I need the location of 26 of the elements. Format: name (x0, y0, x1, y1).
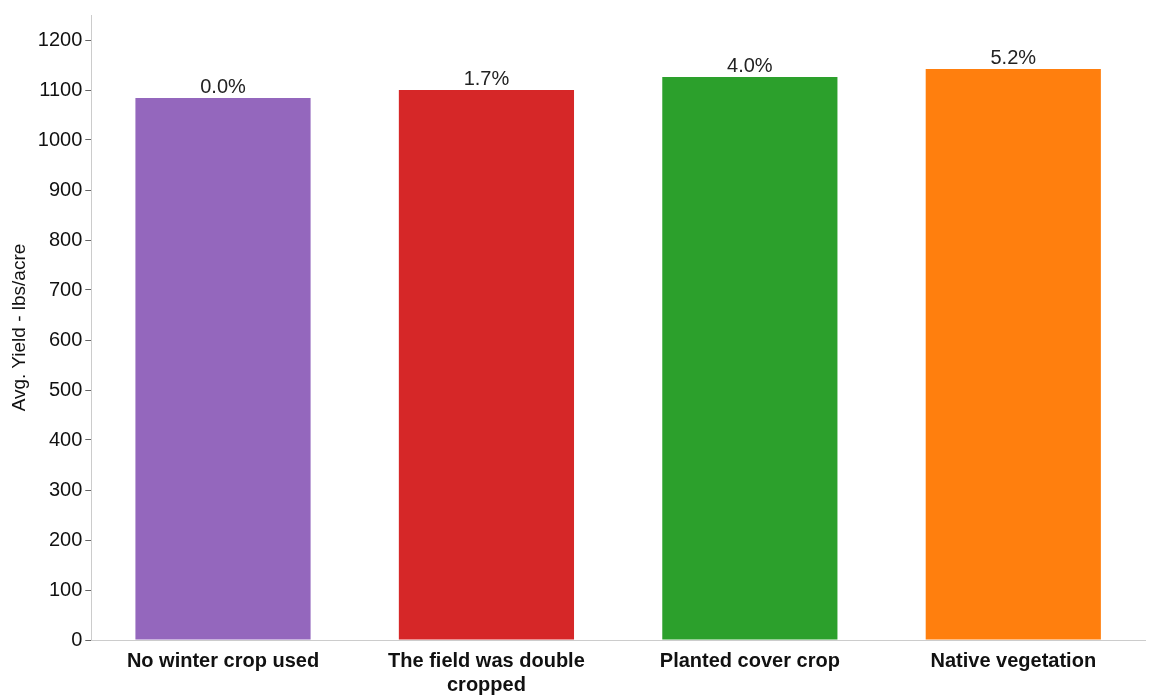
y-tick-label: 700 (48, 277, 83, 300)
bar (662, 77, 838, 640)
x-tick-label: Planted cover crop (659, 648, 840, 671)
annotation: 1.7% (463, 66, 510, 89)
annotation: 0.0% (200, 74, 247, 97)
y-tick-label: 200 (48, 527, 83, 550)
y-tick-label: 1200 (37, 27, 83, 50)
bar (925, 69, 1101, 640)
y-tick-label: 800 (48, 227, 83, 250)
bar (135, 98, 311, 640)
x-tick-label: The field was double cropped (388, 648, 585, 695)
x-tick-label: Native vegetation (930, 648, 1097, 671)
bar (398, 90, 575, 640)
y-axis-title: Avg. Yield - lbs/acre (7, 243, 29, 412)
annotation: 5.2% (990, 45, 1037, 68)
y-tick-label: 1000 (37, 127, 83, 150)
annotation: 4.0% (727, 53, 773, 76)
y-tick-label: 600 (48, 327, 83, 350)
x-tick-label: No winter crop used (126, 648, 320, 671)
y-tick-label: 1100 (39, 77, 83, 100)
y-tick-label: 300 (48, 477, 83, 500)
y-tick-label: 900 (48, 177, 83, 200)
y-tick-label: 500 (48, 377, 83, 400)
y-tick-label: 100 (48, 577, 83, 600)
y-tick-label: 400 (48, 427, 83, 450)
y-tick-label: 0 (71, 627, 83, 650)
